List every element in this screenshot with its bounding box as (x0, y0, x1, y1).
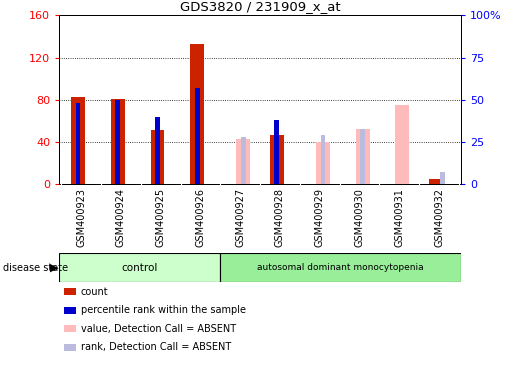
Bar (150, 131, 164, 184)
Text: GSM400925: GSM400925 (156, 188, 166, 247)
Bar (59, 253, 220, 282)
Bar (396, 105, 409, 184)
Text: ▶: ▶ (50, 263, 59, 273)
Text: disease state: disease state (3, 263, 67, 273)
Bar (220, 253, 461, 282)
Bar (111, 99, 125, 184)
Text: GSM400923: GSM400923 (76, 188, 86, 247)
Title: GDS3820 / 231909_x_at: GDS3820 / 231909_x_at (180, 0, 340, 13)
Bar (274, 120, 279, 184)
Text: GSM400930: GSM400930 (354, 188, 365, 247)
Bar (71, 97, 85, 184)
Text: percentile rank within the sample: percentile rank within the sample (80, 305, 246, 315)
Bar (236, 139, 250, 184)
Bar (195, 88, 200, 184)
Bar (76, 103, 80, 184)
Bar (356, 129, 370, 184)
Bar (440, 172, 444, 184)
Text: GSM400927: GSM400927 (235, 188, 245, 247)
Text: count: count (80, 287, 108, 297)
Text: GSM400926: GSM400926 (195, 188, 205, 247)
Text: GSM400929: GSM400929 (315, 188, 325, 247)
Bar (190, 44, 204, 184)
Text: GSM400931: GSM400931 (394, 188, 404, 247)
Text: autosomal dominant monocytopenia: autosomal dominant monocytopenia (257, 263, 424, 272)
Bar (270, 135, 284, 184)
Bar (429, 179, 443, 184)
Bar (316, 142, 330, 184)
Bar (115, 100, 120, 184)
Text: control: control (122, 263, 158, 273)
Bar (155, 117, 160, 184)
Bar (360, 129, 365, 184)
Text: rank, Detection Call = ABSENT: rank, Detection Call = ABSENT (80, 342, 231, 352)
Text: value, Detection Call = ABSENT: value, Detection Call = ABSENT (80, 324, 236, 334)
Text: GSM400924: GSM400924 (116, 188, 126, 247)
Bar (320, 135, 325, 184)
Text: GSM400928: GSM400928 (275, 188, 285, 247)
Bar (241, 137, 246, 184)
Text: GSM400932: GSM400932 (434, 188, 444, 247)
